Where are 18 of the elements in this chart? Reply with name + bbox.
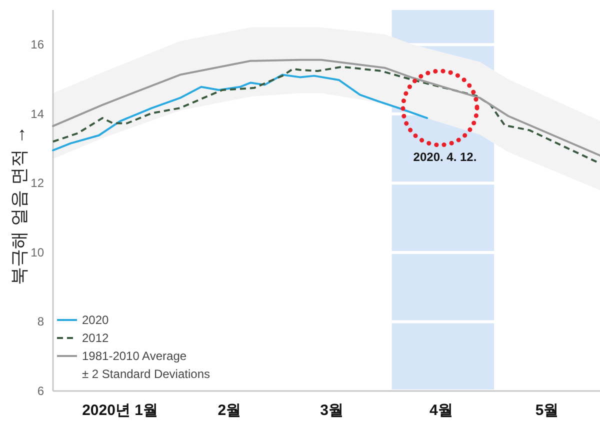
annotation: 2020. 4. 12. bbox=[413, 150, 477, 164]
y-tick-label: 14 bbox=[30, 106, 44, 121]
annotation: ± 2 Standard Deviations bbox=[82, 367, 210, 381]
legend-label: 2012 bbox=[82, 331, 110, 345]
x-tick-label: 2020년 1월 bbox=[82, 402, 158, 419]
x-tick-label: 4월 bbox=[430, 402, 453, 419]
legend-label: 2020 bbox=[82, 313, 110, 327]
y-tick-label: 6 bbox=[37, 384, 44, 398]
line-series bbox=[52, 74, 428, 152]
legend-label: 1981-2010 Average bbox=[82, 349, 187, 363]
y-tick-label: 12 bbox=[30, 176, 44, 190]
y-tick-label: 8 bbox=[37, 314, 44, 329]
y-axis-title: 북극해 얼음 면적 → bbox=[9, 126, 29, 286]
x-tick-label: 3월 bbox=[320, 402, 344, 419]
x-tick-label: 2월 bbox=[218, 402, 242, 419]
x-tick-label: 5월 bbox=[535, 402, 559, 419]
y-tick-label: 16 bbox=[30, 38, 44, 52]
y-tick-label: 10 bbox=[30, 245, 44, 260]
